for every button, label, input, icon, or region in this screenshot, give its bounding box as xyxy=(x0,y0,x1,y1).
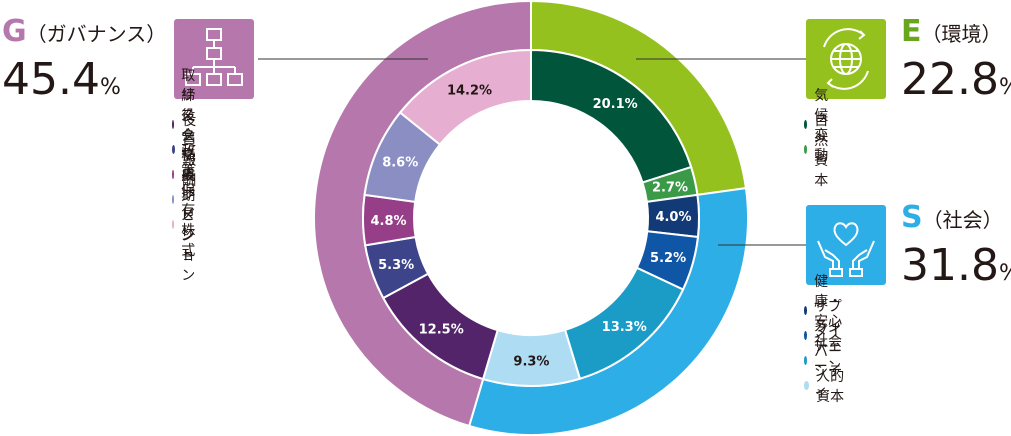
social-name: （社会） xyxy=(922,208,1003,232)
governance-percent: 45.4% xyxy=(2,58,121,110)
legend-item: 健康・安心社会 xyxy=(804,274,848,350)
inner-segment-label: 5.2% xyxy=(650,251,686,266)
governance-name: （ガバナンス） xyxy=(26,22,167,46)
legend-label: 役員報酬 xyxy=(182,112,197,189)
inner-segment-label: 4.8% xyxy=(370,214,406,229)
legend-label: リスクマネジメント xyxy=(180,87,195,264)
org-chart-icon xyxy=(174,19,254,99)
legend-label: ダイバーシティ xyxy=(814,323,843,400)
legend-label: 健康・安心社会 xyxy=(814,273,843,350)
legend-swatch xyxy=(172,170,174,179)
social-percent-unit: % xyxy=(999,261,1011,286)
legend-label: 政策保有株式 xyxy=(181,142,196,259)
legend-swatch xyxy=(804,356,808,365)
legend-label: 人的資本 xyxy=(816,368,845,405)
legend-swatch xyxy=(172,120,175,129)
governance-letter: G xyxy=(2,14,27,49)
inner-segment-label: 20.1% xyxy=(593,97,638,112)
inner-segment-label: 13.3% xyxy=(602,320,647,335)
legend-label: サプライチェーン xyxy=(813,298,842,375)
social-legend: 健康・安心社会 サプライチェーン ダイバーシティ 人的資本 xyxy=(804,274,848,405)
inner-segment-label: 9.3% xyxy=(513,354,549,369)
legend-item: サプライチェーン xyxy=(804,299,848,375)
legend-swatch xyxy=(804,145,808,154)
legend-item: 役員報酬 xyxy=(172,113,202,189)
inner-segment-label: 8.6% xyxy=(382,155,418,170)
legend-swatch xyxy=(804,120,808,129)
legend-item: 長期ビジョン xyxy=(172,168,202,284)
legend-label: 長期ビジョン xyxy=(181,167,196,284)
inner-segment-label: 4.0% xyxy=(655,210,691,225)
legend-item: 気候変動 xyxy=(804,88,834,164)
governance-percent-unit: % xyxy=(99,75,121,100)
environment-heading: E（環境） xyxy=(901,14,1002,49)
governance-legend: 取締役会構成 役員報酬 リスクマネジメント 政策保有株式 長期ビジョン xyxy=(172,68,202,284)
legend-swatch xyxy=(804,381,810,390)
legend-item: リスクマネジメント xyxy=(172,88,202,264)
legend-item: 取締役会構成 xyxy=(172,68,202,184)
inner-segment-label: 12.5% xyxy=(419,323,464,338)
legend-item: 自然資本 xyxy=(804,113,834,189)
environment-legend: 気候変動 自然資本 xyxy=(804,88,834,189)
legend-item: ダイバーシティ xyxy=(804,324,848,400)
environment-percent-value: 22.8 xyxy=(901,54,999,105)
globe-icon xyxy=(806,19,886,99)
environment-percent-unit: % xyxy=(999,75,1011,100)
inner-ring xyxy=(362,48,700,387)
legend-label: 気候変動 xyxy=(814,87,829,164)
inner-ring-labels: 20.1% 2.7% 4.0% 5.2% 13.3% 9.3% 12.5% 5.3% 4.8% 8… xyxy=(370,83,691,369)
legend-swatch xyxy=(172,195,175,204)
environment-letter: E xyxy=(901,14,922,49)
legend-swatch xyxy=(804,331,807,340)
legend-swatch xyxy=(172,220,175,229)
governance-percent-value: 45.4 xyxy=(2,54,100,105)
social-letter: S xyxy=(901,200,923,235)
legend-item: 政策保有株式 xyxy=(172,143,202,259)
legend-swatch xyxy=(804,306,808,315)
inner-segment xyxy=(398,48,532,146)
social-heading: S（社会） xyxy=(901,200,1003,235)
environment-percent: 22.8% xyxy=(901,58,1011,110)
environment-name: （環境） xyxy=(921,22,1002,46)
legend-label: 取締役会構成 xyxy=(181,67,196,184)
hands-heart-icon xyxy=(806,205,886,285)
legend-label: 自然資本 xyxy=(814,112,829,189)
inner-segment-label: 2.7% xyxy=(652,180,688,195)
legend-item: 人的資本 xyxy=(804,369,848,405)
governance-heading: G（ガバナンス） xyxy=(2,14,166,49)
inner-segment-label: 5.3% xyxy=(378,258,414,273)
social-percent-value: 31.8 xyxy=(901,240,999,291)
legend-swatch xyxy=(172,145,176,154)
social-percent: 31.8% xyxy=(901,244,1011,296)
inner-segment-label: 14.2% xyxy=(447,83,492,98)
